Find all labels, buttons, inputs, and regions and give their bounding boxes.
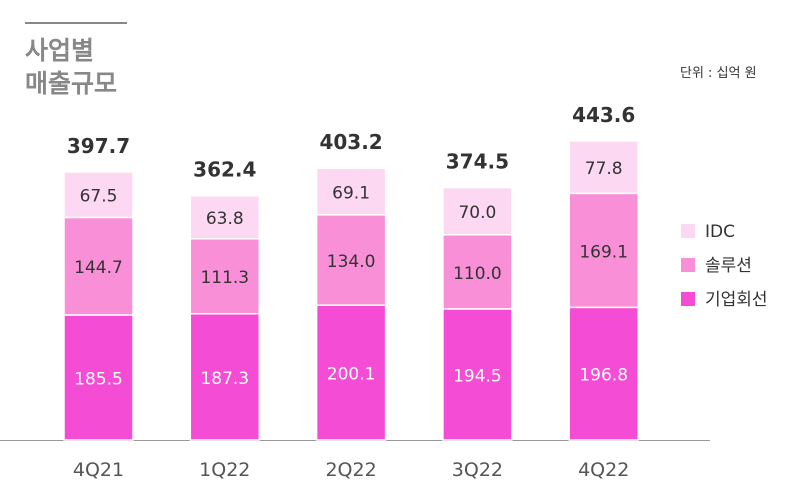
data-label: 169.1: [579, 242, 628, 262]
legend-label: 기업회선: [705, 290, 768, 310]
bar-segment: [63, 314, 134, 441]
data-label: 77.8: [585, 159, 623, 179]
x-tick-label: 4Q22: [578, 459, 629, 481]
data-label: 185.5: [74, 369, 123, 389]
x-tick-label: 1Q22: [199, 459, 250, 481]
data-label: 110.0: [453, 264, 502, 284]
bar-segment: [442, 186, 513, 236]
chart-title-line-2: 매출규모: [25, 69, 118, 98]
data-label: 69.1: [332, 184, 370, 204]
bar-segment: [568, 140, 639, 195]
data-label: 196.8: [579, 366, 628, 386]
x-tick-label: 4Q21: [73, 459, 124, 481]
bar-segment: [189, 313, 261, 441]
bar-segment: [568, 192, 639, 309]
legend-swatch: [681, 224, 695, 238]
data-label: 63.8: [206, 209, 244, 229]
total-label: 397.7: [67, 134, 130, 158]
chart-title: 사업별 매출규모: [25, 34, 117, 100]
data-label: 111.3: [200, 268, 249, 288]
data-label: 70.0: [458, 203, 496, 223]
data-label: 200.1: [327, 365, 376, 385]
bar-segment: [442, 308, 513, 441]
title-rule: [25, 22, 127, 24]
data-label: 134.0: [327, 252, 376, 272]
legend-label: 솔루션: [705, 256, 752, 276]
bar-segment: [63, 216, 134, 316]
total-label: 443.6: [572, 103, 635, 127]
bar-segment: [63, 171, 134, 219]
bar-segment: [189, 194, 261, 240]
total-label: 374.5: [446, 150, 509, 174]
data-label: 144.7: [74, 258, 123, 278]
total-label: 362.4: [193, 158, 256, 182]
chart-title-line-1: 사업별: [25, 36, 95, 65]
legend-swatch: [681, 292, 695, 306]
bar-segment: [315, 167, 387, 216]
x-tick-label: 3Q22: [452, 459, 503, 481]
data-label: 67.5: [80, 187, 118, 207]
data-label: 187.3: [200, 369, 249, 389]
legend-swatch: [681, 258, 695, 272]
data-label: 194.5: [453, 366, 502, 386]
unit-label: 단위 : 십억 원: [680, 66, 757, 81]
bar-segment: [315, 214, 387, 306]
x-tick-label: 2Q22: [325, 459, 376, 481]
total-label: 403.2: [319, 130, 382, 154]
legend-label: IDC: [705, 222, 735, 242]
